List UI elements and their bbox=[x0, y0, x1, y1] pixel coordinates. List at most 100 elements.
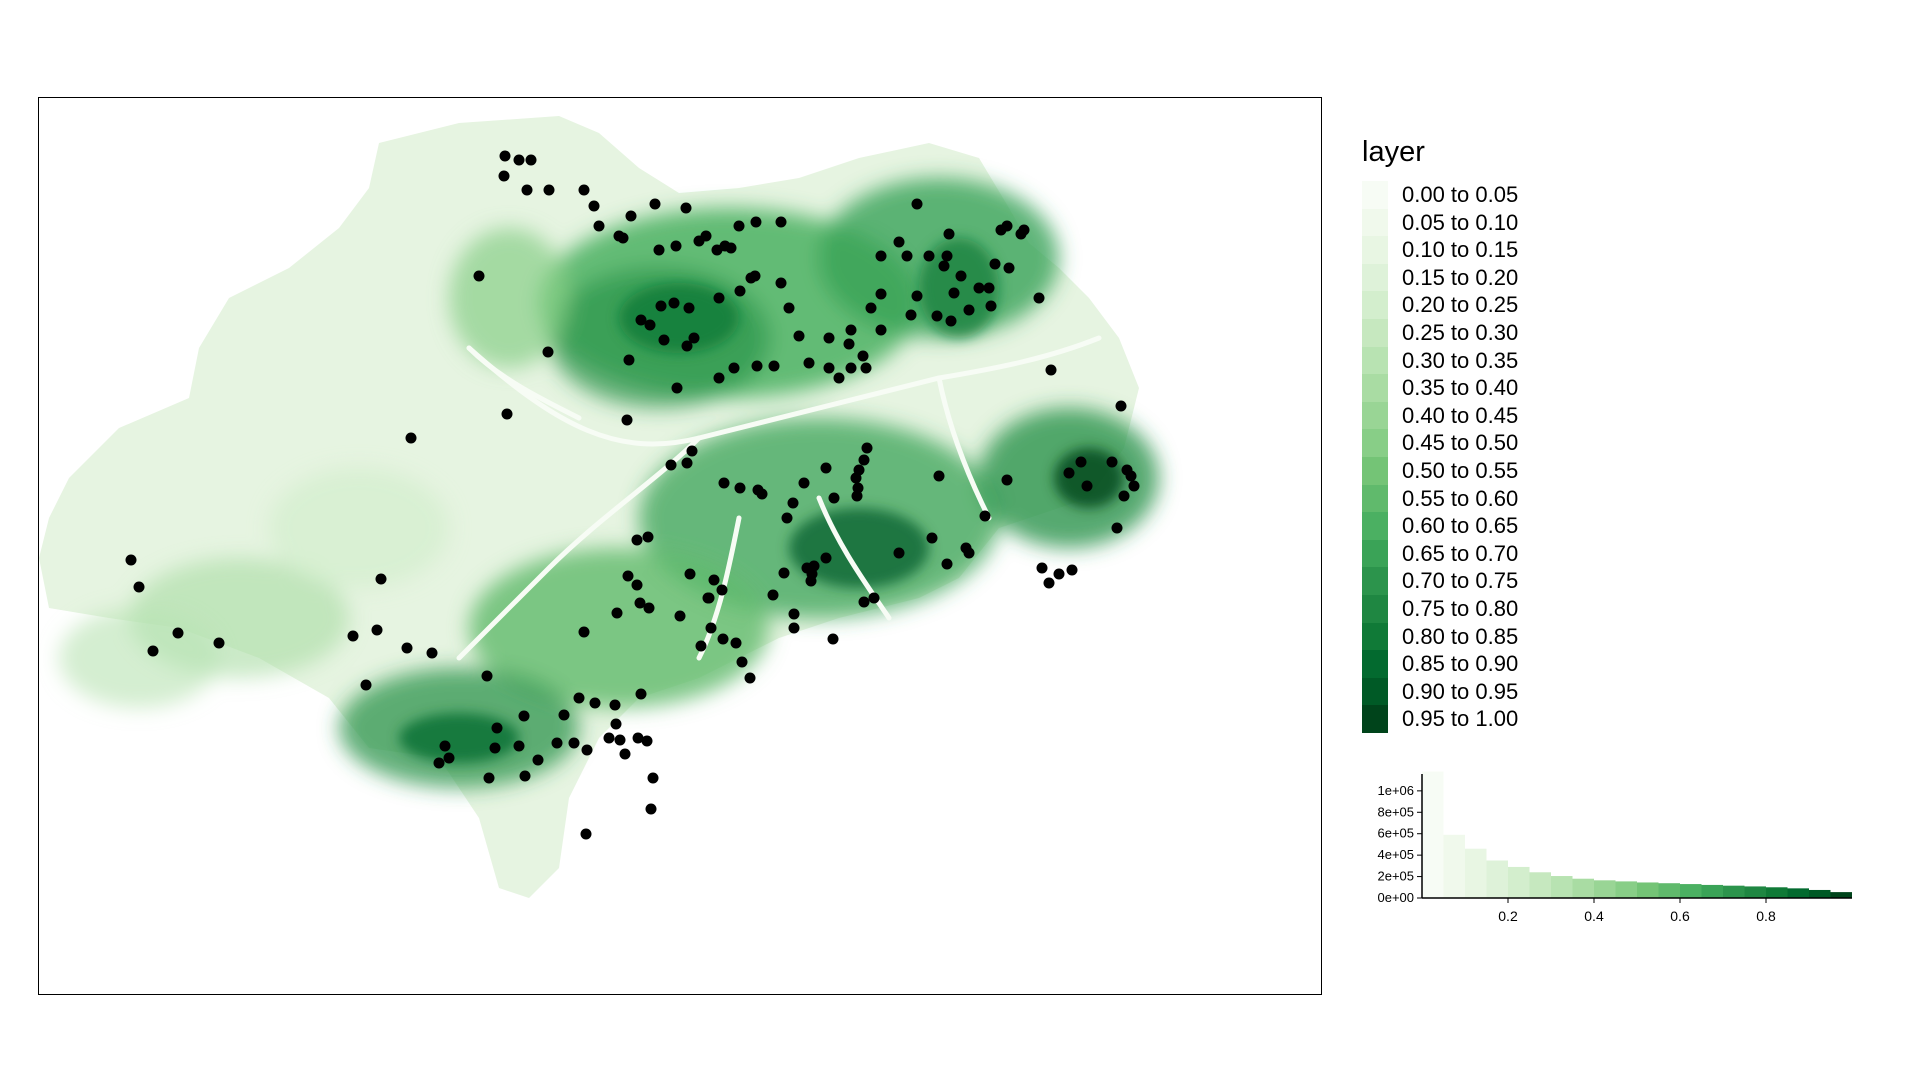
occurrence-point bbox=[901, 250, 913, 262]
occurrence-point bbox=[1043, 577, 1055, 589]
legend-item: 0.05 to 0.10 bbox=[1362, 208, 1622, 237]
occurrence-point bbox=[734, 285, 746, 297]
legend-item: 0.55 to 0.60 bbox=[1362, 484, 1622, 513]
histogram-bar bbox=[1529, 872, 1551, 898]
legend-item: 0.65 to 0.70 bbox=[1362, 539, 1622, 568]
legend-item: 0.15 to 0.20 bbox=[1362, 263, 1622, 292]
high-suitability-cores bbox=[399, 238, 1124, 763]
occurrence-point bbox=[684, 568, 696, 580]
occurrence-point bbox=[713, 292, 725, 304]
occurrence-point bbox=[893, 547, 905, 559]
occurrence-point bbox=[911, 290, 923, 302]
occurrence-point bbox=[513, 154, 525, 166]
occurrence-point bbox=[1033, 292, 1045, 304]
occurrence-point bbox=[1003, 262, 1015, 274]
occurrence-point bbox=[1063, 467, 1075, 479]
legend-item: 0.70 to 0.75 bbox=[1362, 567, 1622, 595]
x-tick-label: 0.4 bbox=[1584, 908, 1604, 924]
occurrence-point bbox=[955, 270, 967, 282]
occurrence-point bbox=[827, 633, 839, 645]
occurrence-point bbox=[671, 382, 683, 394]
legend-item: 0.00 to 0.05 bbox=[1362, 181, 1622, 209]
occurrence-point bbox=[1128, 480, 1140, 492]
occurrence-point bbox=[989, 258, 1001, 270]
occurrence-point bbox=[1118, 490, 1130, 502]
occurrence-point bbox=[405, 432, 417, 444]
occurrence-point bbox=[623, 354, 635, 366]
histogram-bar bbox=[1443, 834, 1465, 898]
legend-swatch bbox=[1362, 484, 1388, 513]
legend-item: 0.30 to 0.35 bbox=[1362, 346, 1622, 375]
occurrence-point bbox=[1115, 400, 1127, 412]
occurrence-point bbox=[481, 670, 493, 682]
legend-label: 0.55 to 0.60 bbox=[1402, 485, 1519, 511]
legend-label: 0.70 to 0.75 bbox=[1402, 568, 1519, 594]
occurrence-point bbox=[857, 350, 869, 362]
legend-swatch bbox=[1362, 429, 1388, 457]
occurrence-point bbox=[1106, 456, 1118, 468]
occurrence-point bbox=[371, 624, 383, 636]
value-histogram: 0e+00 2e+05 4e+05 6e+05 8e+05 1e+06 0.2 0.4 0.6… bbox=[1377, 771, 1852, 924]
legend-item: 0.90 to 0.95 bbox=[1362, 677, 1622, 706]
occurrence-point bbox=[705, 622, 717, 634]
x-tick-label: 0.6 bbox=[1670, 908, 1690, 924]
occurrence-point bbox=[125, 554, 137, 566]
occurrence-point bbox=[868, 592, 880, 604]
occurrence-point bbox=[823, 332, 835, 344]
occurrence-point bbox=[948, 287, 960, 299]
occurrence-point bbox=[593, 220, 605, 232]
occurrence-point bbox=[850, 472, 862, 484]
y-tick-label: 1e+06 bbox=[1377, 783, 1414, 798]
y-tick-label: 4e+05 bbox=[1377, 847, 1414, 862]
legend-label: 0.35 to 0.40 bbox=[1402, 375, 1519, 401]
occurrence-point bbox=[860, 362, 872, 374]
occurrence-point bbox=[767, 589, 779, 601]
occurrence-point bbox=[1066, 564, 1078, 576]
occurrence-point bbox=[578, 184, 590, 196]
occurrence-point bbox=[960, 542, 972, 554]
legend-label: 0.20 to 0.25 bbox=[1402, 292, 1519, 318]
legend-label: 0.00 to 0.05 bbox=[1402, 182, 1519, 207]
legend-label: 0.95 to 1.00 bbox=[1402, 706, 1519, 732]
legend-swatch bbox=[1362, 291, 1388, 319]
occurrence-point bbox=[641, 735, 653, 747]
occurrence-point bbox=[613, 230, 625, 242]
occurrence-point bbox=[631, 534, 643, 546]
y-tick-label: 6e+05 bbox=[1377, 826, 1414, 841]
occurrence-point bbox=[911, 198, 923, 210]
occurrence-point bbox=[1075, 456, 1087, 468]
occurrence-point bbox=[519, 770, 531, 782]
occurrence-point bbox=[647, 772, 659, 784]
legend-item: 0.60 to 0.65 bbox=[1362, 512, 1622, 540]
occurrence-point bbox=[573, 692, 585, 704]
map-panel[interactable] bbox=[38, 97, 1322, 995]
occurrence-point bbox=[851, 490, 863, 502]
occurrence-point bbox=[1045, 364, 1057, 376]
occurrence-point bbox=[375, 573, 387, 585]
occurrence-point bbox=[875, 288, 887, 300]
occurrence-point bbox=[828, 492, 840, 504]
occurrence-point bbox=[433, 757, 445, 769]
occurrence-point bbox=[926, 532, 938, 544]
occurrence-point bbox=[632, 732, 644, 744]
occurrence-point bbox=[833, 372, 845, 384]
legend-swatch bbox=[1362, 650, 1388, 678]
occurrence-point bbox=[489, 742, 501, 754]
histogram-bar bbox=[1465, 848, 1487, 898]
legend-item: 0.85 to 0.90 bbox=[1362, 650, 1622, 678]
legend-swatch bbox=[1362, 567, 1388, 595]
occurrence-point bbox=[845, 324, 857, 336]
occurrence-point bbox=[751, 360, 763, 372]
legend-label: 0.30 to 0.35 bbox=[1402, 347, 1519, 373]
occurrence-point bbox=[649, 198, 661, 210]
occurrence-point bbox=[717, 633, 729, 645]
occurrence-point bbox=[733, 220, 745, 232]
occurrence-point bbox=[581, 744, 593, 756]
occurrence-point bbox=[768, 360, 780, 372]
legend-label: 0.65 to 0.70 bbox=[1402, 540, 1519, 566]
x-ticks: 0.2 0.4 0.6 0.8 bbox=[1498, 898, 1776, 924]
occurrence-point bbox=[983, 282, 995, 294]
occurrence-point bbox=[611, 607, 623, 619]
histogram-bar bbox=[1809, 889, 1831, 898]
legend-items: 0.00 to 0.05 0.05 to 0.10 0.10 to 0.15 0… bbox=[1362, 181, 1622, 733]
